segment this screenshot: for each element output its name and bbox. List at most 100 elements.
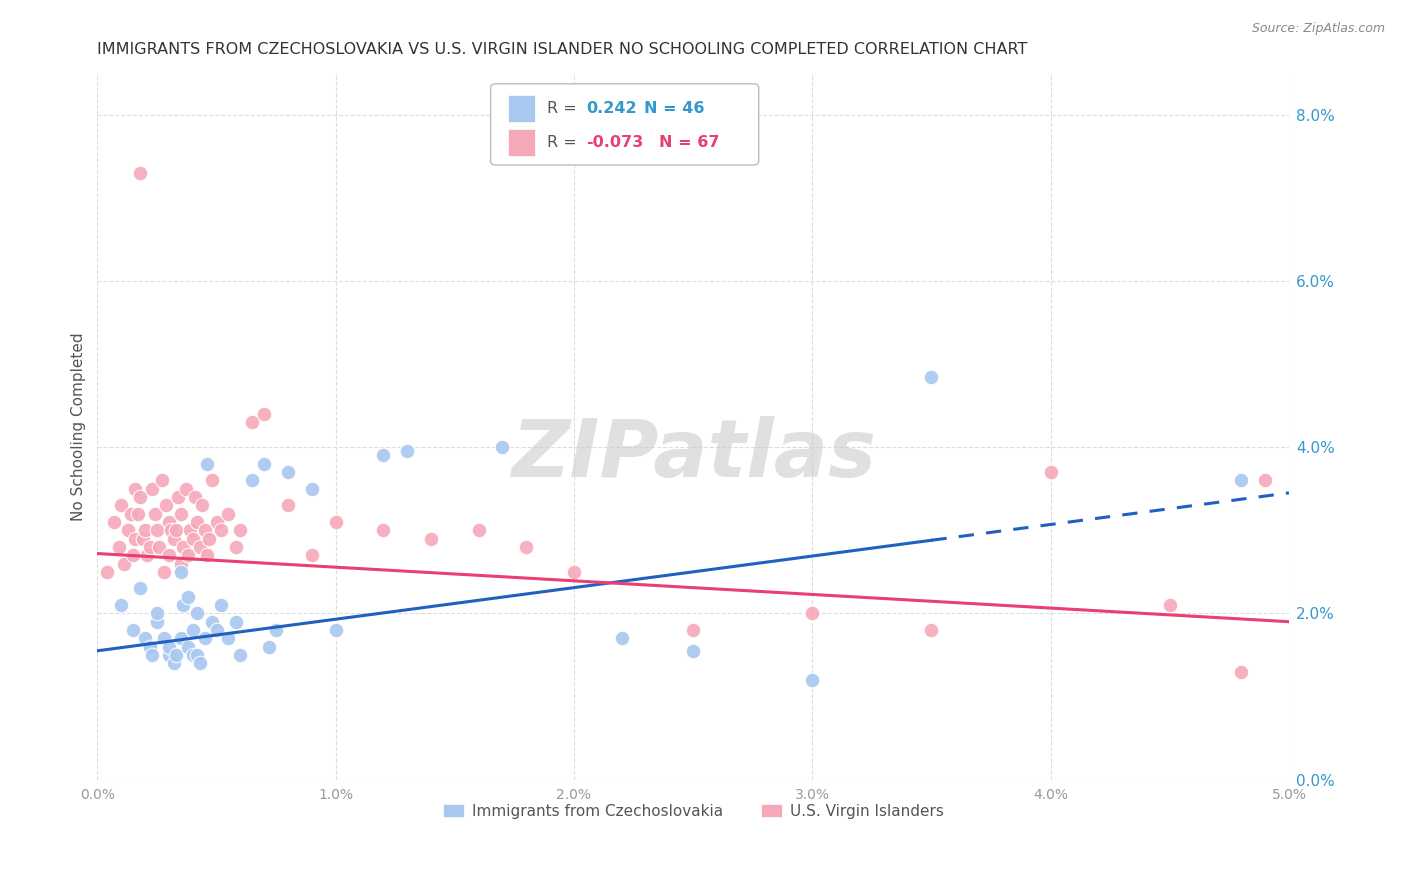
Point <box>143 507 166 521</box>
Point <box>801 673 824 687</box>
Point <box>110 499 132 513</box>
Point <box>157 515 180 529</box>
Point <box>146 607 169 621</box>
Point <box>122 623 145 637</box>
Point <box>194 523 217 537</box>
Point <box>110 598 132 612</box>
Point <box>170 557 193 571</box>
Point <box>253 457 276 471</box>
Point <box>264 623 287 637</box>
Point <box>177 590 200 604</box>
Point <box>112 557 135 571</box>
Point <box>1230 665 1253 679</box>
Point <box>682 644 704 658</box>
Point <box>301 548 323 562</box>
Point <box>209 523 232 537</box>
FancyBboxPatch shape <box>509 128 534 155</box>
Point <box>157 640 180 654</box>
Point <box>139 640 162 654</box>
Point <box>103 515 125 529</box>
Point <box>181 623 204 637</box>
Point <box>195 548 218 562</box>
Point <box>1039 465 1062 479</box>
Point <box>253 407 276 421</box>
Point <box>127 507 149 521</box>
Point <box>157 648 180 662</box>
Point <box>198 532 221 546</box>
Text: R =: R = <box>547 101 582 116</box>
Point <box>325 623 347 637</box>
Point <box>920 369 942 384</box>
Point <box>120 507 142 521</box>
Point <box>165 523 187 537</box>
Point <box>181 648 204 662</box>
Point <box>491 440 513 454</box>
Point <box>205 515 228 529</box>
Point <box>277 465 299 479</box>
Text: -0.073: -0.073 <box>586 135 643 150</box>
Point <box>179 523 201 537</box>
FancyBboxPatch shape <box>491 84 759 165</box>
Point <box>467 523 489 537</box>
Point <box>129 490 152 504</box>
Point <box>124 482 146 496</box>
Text: IMMIGRANTS FROM CZECHOSLOVAKIA VS U.S. VIRGIN ISLANDER NO SCHOOLING COMPLETED CO: IMMIGRANTS FROM CZECHOSLOVAKIA VS U.S. V… <box>97 42 1028 57</box>
Y-axis label: No Schooling Completed: No Schooling Completed <box>72 332 86 521</box>
Point <box>188 657 211 671</box>
Point <box>174 482 197 496</box>
Point <box>373 523 395 537</box>
Point <box>170 565 193 579</box>
Point <box>117 523 139 537</box>
Point <box>139 540 162 554</box>
Point <box>325 515 347 529</box>
Point <box>129 582 152 596</box>
Point <box>129 166 152 180</box>
Point <box>195 457 218 471</box>
Point <box>172 598 194 612</box>
Point <box>396 444 419 458</box>
Point <box>1230 474 1253 488</box>
Point <box>229 648 252 662</box>
Point <box>191 499 214 513</box>
Point <box>150 474 173 488</box>
FancyBboxPatch shape <box>509 95 534 121</box>
Point <box>155 499 177 513</box>
Point <box>801 607 824 621</box>
Point <box>134 632 156 646</box>
Point <box>181 532 204 546</box>
Point <box>96 565 118 579</box>
Point <box>136 548 159 562</box>
Point <box>186 607 208 621</box>
Point <box>562 565 585 579</box>
Point <box>257 640 280 654</box>
Text: N = 67: N = 67 <box>658 135 718 150</box>
Point <box>201 474 224 488</box>
Text: Source: ZipAtlas.com: Source: ZipAtlas.com <box>1251 22 1385 36</box>
Point <box>217 632 239 646</box>
Point <box>240 474 263 488</box>
Point <box>1159 598 1181 612</box>
Point <box>107 540 129 554</box>
Point <box>188 540 211 554</box>
Point <box>167 490 190 504</box>
Text: ZIPatlas: ZIPatlas <box>510 416 876 493</box>
Point <box>170 507 193 521</box>
Text: N = 46: N = 46 <box>644 101 704 116</box>
Point <box>301 482 323 496</box>
Point <box>194 632 217 646</box>
Point <box>177 548 200 562</box>
Point <box>217 507 239 521</box>
Point <box>157 548 180 562</box>
Point <box>148 540 170 554</box>
Point <box>920 623 942 637</box>
Point <box>373 449 395 463</box>
Point <box>124 532 146 546</box>
Point <box>153 565 176 579</box>
Point <box>1254 474 1277 488</box>
Point <box>162 657 184 671</box>
Point <box>153 632 176 646</box>
Point <box>184 490 207 504</box>
Point <box>515 540 537 554</box>
Point <box>186 648 208 662</box>
Point <box>610 632 633 646</box>
